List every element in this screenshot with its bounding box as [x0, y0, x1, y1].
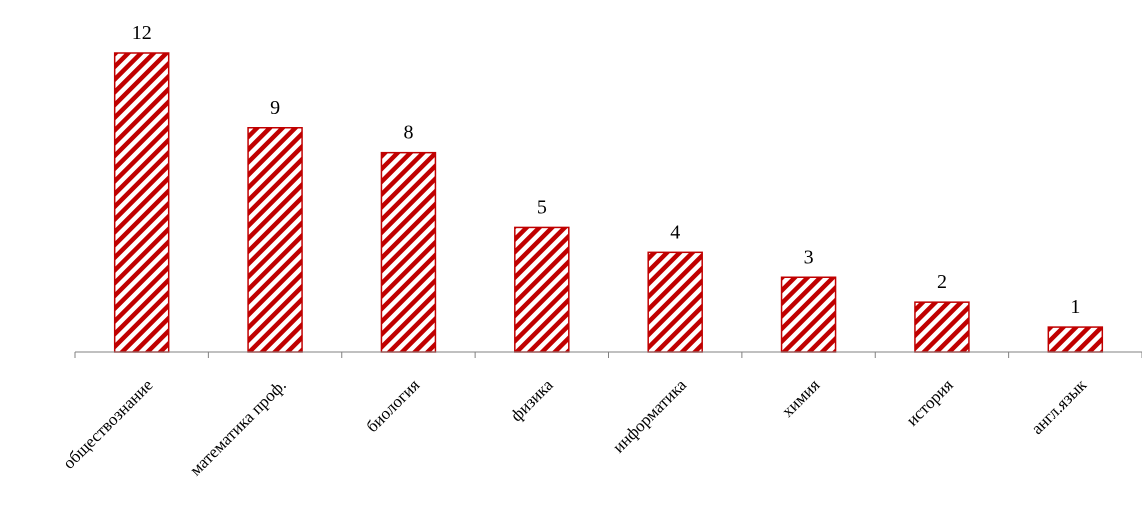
- bar-value-label: 2: [937, 271, 947, 293]
- category-label: математика проф.: [186, 375, 290, 479]
- bar: [113, 52, 170, 353]
- bar-value-label: 4: [670, 221, 680, 243]
- bar: [780, 276, 837, 353]
- bar: [380, 151, 437, 353]
- category-label: англ.язык: [1027, 375, 1090, 438]
- bar: [247, 127, 303, 353]
- bar: [647, 251, 703, 353]
- category-label: биология: [363, 375, 424, 436]
- value-labels-group: 12 9 8 5 4 3 2 1: [132, 22, 1081, 318]
- category-label: информатика: [609, 375, 690, 456]
- bar-value-label: 1: [1070, 296, 1080, 318]
- bar: [1047, 326, 1104, 353]
- bar: [914, 301, 970, 353]
- bar-value-label: 3: [804, 246, 814, 268]
- category-label: обществознание: [59, 375, 156, 472]
- bar-value-label: 9: [270, 97, 280, 119]
- bar-value-label: 12: [132, 22, 152, 44]
- bars-group: [113, 52, 1104, 353]
- category-label: физика: [507, 375, 557, 425]
- category-label: история: [902, 375, 956, 429]
- bar: [514, 226, 570, 353]
- bar-value-label: 8: [403, 122, 413, 144]
- category-label: химия: [778, 375, 824, 421]
- category-labels-group: обществознание математика проф. биология фи…: [59, 375, 1091, 480]
- bar-value-label: 5: [537, 196, 547, 218]
- x-axis-ticks: [74, 352, 1142, 358]
